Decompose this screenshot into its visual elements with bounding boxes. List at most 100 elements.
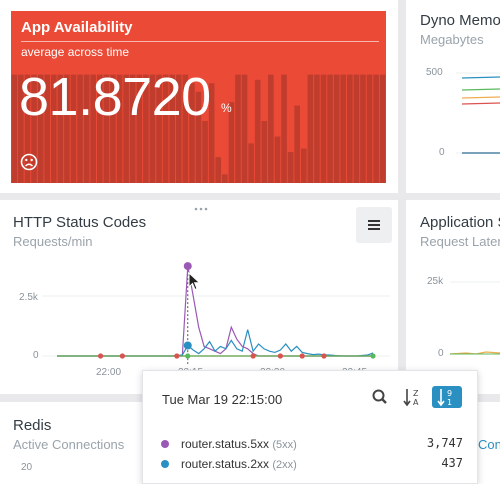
availability-bar: [333, 74, 340, 183]
svg-text:A: A: [413, 398, 419, 407]
availability-divider: [21, 41, 379, 42]
hamburger-icon[interactable]: [356, 207, 392, 243]
availability-widget[interactable]: App Availability average across time 81.…: [11, 11, 386, 183]
availability-bar: [57, 74, 64, 183]
availability-bar: [261, 121, 268, 183]
availability-bar: [340, 74, 347, 183]
chart-tooltip: Tue Mar 19 22:15:00 Z A 9 1 router.statu…: [142, 370, 478, 484]
http-status-chart[interactable]: [0, 200, 398, 394]
mouse-cursor-icon: [188, 272, 201, 291]
sort-alpha-icon[interactable]: Z A: [398, 386, 428, 408]
http-status-subtitle: Requests/min: [13, 234, 93, 249]
event-marker: [185, 353, 191, 359]
application-chart: [449, 281, 500, 355]
app-availability-panel: App Availability average across time 81.…: [0, 0, 398, 193]
availability-bar: [83, 74, 90, 183]
availability-bar: [37, 74, 44, 183]
event-marker: [321, 353, 327, 359]
availability-bar: [287, 152, 294, 183]
http-y-tick: 0: [33, 350, 39, 361]
event-marker: [250, 353, 256, 359]
availability-bar: [366, 74, 373, 183]
availability-bar: [182, 74, 189, 183]
redis-title: Redis: [13, 417, 52, 434]
availability-bar: [97, 74, 103, 183]
availability-bar: [307, 74, 314, 183]
http-x-tick: 22:00: [96, 367, 122, 378]
availability-bar: [143, 74, 149, 183]
availability-bar: [44, 74, 50, 183]
availability-bar: [248, 143, 254, 183]
availability-bar: [360, 74, 366, 183]
series-value: 437: [441, 456, 463, 470]
availability-bar: [320, 74, 327, 183]
event-marker: [277, 353, 283, 359]
availability-bars: [11, 74, 386, 183]
availability-bar: [31, 74, 37, 183]
availability-bar: [274, 136, 281, 183]
sort-numeric-icon[interactable]: 9 1: [432, 386, 462, 408]
availability-bar: [24, 74, 31, 183]
event-marker: [174, 353, 180, 359]
availability-bar: [353, 74, 360, 183]
availability-bar: [268, 74, 274, 183]
series-name: router.status.5xx (5xx): [181, 437, 297, 451]
availability-bar: [50, 74, 57, 183]
dyno-memory-chart: [456, 72, 500, 154]
application-title: Application S: [420, 214, 500, 231]
highlight-point: [183, 262, 192, 271]
availability-bar: [222, 174, 228, 183]
svg-text:1: 1: [447, 398, 452, 407]
availability-subtitle: average across time: [21, 45, 130, 59]
availability-bar: [281, 74, 287, 183]
event-marker: [370, 353, 376, 359]
availability-bar: [103, 74, 110, 183]
availability-bar: [202, 121, 208, 183]
availability-bar: [189, 83, 195, 183]
dyno-memory-panel: Dyno Memor Megabytes 500 0: [406, 0, 500, 193]
availability-bar: [136, 74, 143, 183]
event-marker: [119, 353, 125, 359]
availability-bar: [254, 79, 261, 183]
availability-unit: %: [221, 101, 232, 115]
availability-bar: [18, 74, 24, 183]
dyno-y-tick: 500: [426, 67, 443, 78]
availability-bar: [208, 83, 215, 183]
search-icon[interactable]: [365, 386, 395, 408]
drag-handle-icon[interactable]: [193, 206, 209, 212]
availability-bar: [11, 74, 18, 183]
availability-bar: [228, 102, 235, 183]
http-status-title: HTTP Status Codes: [13, 214, 147, 231]
application-panel: Application S Request Later 25k 0: [406, 200, 500, 394]
series-color-dot: [161, 440, 169, 448]
availability-bar: [327, 74, 333, 183]
tooltip-row: router.status.5xx (5xx) 3,747: [161, 436, 463, 452]
redis-subtitle: Active Connections: [13, 437, 125, 452]
availability-bar: [77, 74, 83, 183]
availability-bar: [129, 74, 136, 183]
availability-bar: [90, 74, 97, 183]
dyno-y-tick: 0: [439, 147, 445, 158]
series-value: 3,747: [426, 436, 463, 450]
dyno-memory-title: Dyno Memor: [420, 12, 500, 29]
application-y-tick: 0: [438, 348, 444, 359]
availability-bar: [149, 74, 156, 183]
http-y-tick: 2.5k: [19, 292, 38, 303]
availability-bar: [195, 91, 202, 183]
connections-link[interactable]: Conne: [478, 437, 500, 452]
availability-bar: [169, 74, 175, 183]
availability-bar: [373, 74, 379, 183]
svg-text:9: 9: [447, 389, 452, 398]
availability-bar: [235, 74, 241, 183]
highlight-point: [183, 341, 192, 350]
availability-bar: [347, 74, 353, 183]
availability-bar: [110, 74, 116, 183]
availability-bar: [116, 74, 123, 183]
redis-y-tick: 20: [21, 462, 33, 473]
availability-title: App Availability: [21, 19, 133, 36]
availability-bar: [215, 157, 222, 183]
availability-bar: [70, 74, 77, 183]
availability-bar: [314, 74, 320, 183]
series-line-router-status-5xx: [57, 265, 373, 357]
availability-bar: [64, 74, 70, 183]
